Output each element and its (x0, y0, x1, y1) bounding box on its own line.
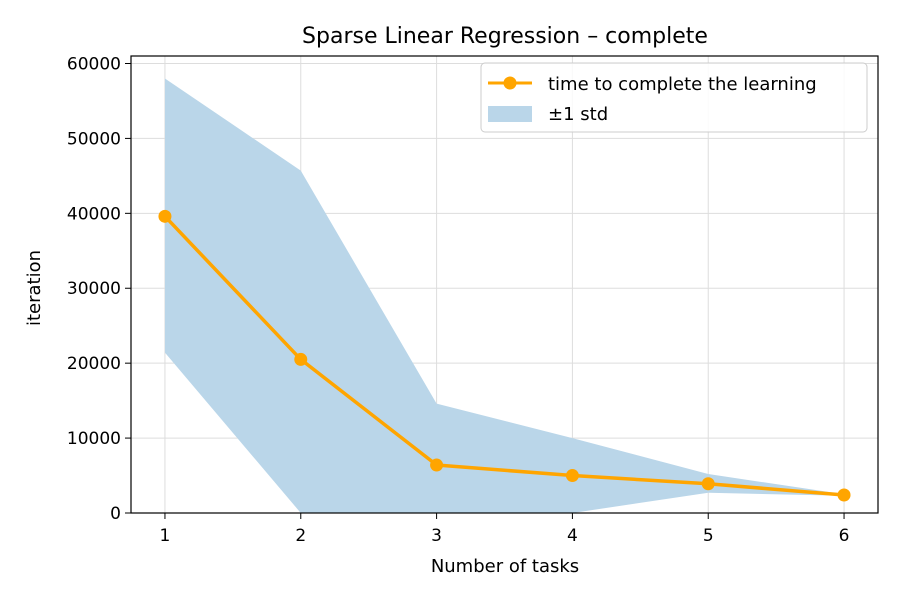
x-tick-label: 6 (839, 526, 850, 546)
series-line (163, 215, 845, 497)
y-tick-label: 0 (110, 504, 121, 524)
std-band-layer (164, 78, 845, 514)
plot-frame (130, 55, 879, 514)
x-tick-label: 5 (703, 526, 714, 546)
legend-label-band: ±1 std (548, 104, 608, 125)
data-point (294, 352, 308, 366)
y-axis-label: iteration (24, 250, 45, 326)
y-tick-label: 20000 (67, 354, 121, 374)
y-tick-label: 30000 (67, 279, 121, 299)
chart-title: Sparse Linear Regression – complete (302, 24, 708, 49)
x-tick-label: 2 (295, 526, 306, 546)
legend-label-line: time to complete the learning (548, 74, 817, 95)
x-tick-label: 3 (431, 526, 442, 546)
y-tick-label: 10000 (67, 429, 121, 449)
data-point (430, 458, 444, 472)
data-point (158, 209, 172, 223)
series-line-layer (158, 209, 851, 502)
y-tick-label: 60000 (67, 54, 121, 74)
y-axis-ticks: 0 10000 20000 30000 40000 50000 60000 (67, 54, 131, 524)
legend-band-swatch (488, 106, 532, 122)
data-point (565, 469, 579, 483)
y-tick-label: 50000 (67, 129, 121, 149)
y-tick-label: 40000 (67, 204, 121, 224)
data-point (701, 477, 715, 491)
x-axis-ticks: 1 2 3 4 5 6 (160, 513, 850, 546)
legend-marker-swatch (503, 76, 517, 90)
x-tick-label: 4 (567, 526, 578, 546)
legend-box (480, 62, 868, 133)
x-axis-label: Number of tasks (431, 556, 579, 577)
legend: time to complete the learning ±1 std (480, 62, 868, 133)
data-point (837, 488, 851, 502)
x-tick-label: 1 (160, 526, 171, 546)
std-band (164, 78, 845, 514)
